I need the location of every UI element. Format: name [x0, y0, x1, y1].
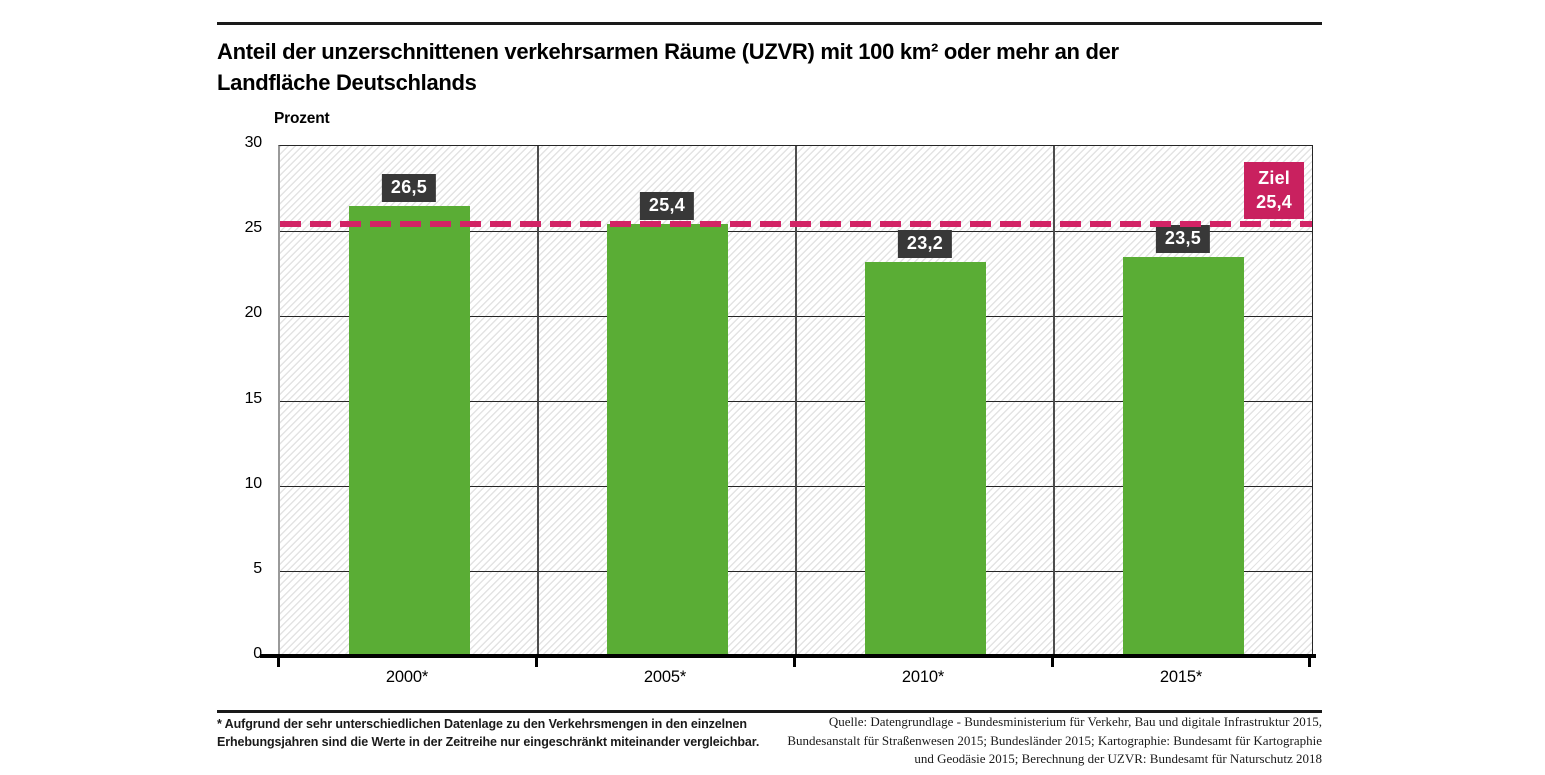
footnote-line-2: Erhebungsjahren sind die Werte in der Ze… [217, 735, 760, 749]
chart-title-line-1: Anteil der unzerschnittenen verkehrsarme… [217, 39, 1119, 64]
x-axis-line [260, 654, 1316, 658]
plot-area: Ziel 25,4 26,5 25,4 23,2 23,5 [278, 145, 1313, 657]
chart-title: Anteil der unzerschnittenen verkehrsarme… [217, 36, 1297, 98]
target-badge-value: 25,4 [1256, 192, 1292, 212]
x-axis-label: 2010* [901, 668, 945, 686]
bar-value-label: 23,5 [1155, 224, 1211, 253]
chart-title-line-2: Landfläche Deutschlands [217, 70, 477, 95]
bar-2005* [606, 224, 728, 657]
target-badge-label: Ziel [1258, 168, 1290, 188]
x-axis-label: 2005* [643, 668, 687, 686]
y-axis-tick-label: 15 [244, 389, 263, 407]
y-axis-tick-label: 5 [253, 559, 262, 577]
category-divider [1053, 146, 1055, 657]
x-axis-tick [793, 658, 796, 667]
x-axis-tick [1051, 658, 1054, 667]
bar-value-label: 23,2 [897, 229, 953, 258]
target-value-badge: Ziel 25,4 [1244, 162, 1304, 219]
x-axis-label: 2000* [385, 668, 429, 686]
y-axis-tick-label: 0 [253, 645, 262, 662]
bottom-divider-rule [217, 710, 1322, 713]
footnote-line-1: * Aufgrund der sehr unterschiedlichen Da… [217, 717, 747, 731]
footnote: * Aufgrund der sehr unterschiedlichen Da… [217, 715, 777, 751]
bar-value-label: 26,5 [381, 173, 437, 202]
source-line-2: Bundesanstalt für Straßenwesen 2015; Bun… [787, 732, 1322, 748]
x-axis-tick [1308, 658, 1311, 667]
category-divider [537, 146, 539, 657]
x-axis-tick [277, 658, 280, 667]
y-axis-tick-label: 25 [244, 219, 263, 237]
x-axis-label: 2015* [1159, 668, 1203, 686]
bar-2010* [864, 261, 986, 657]
source-line-3: und Geodäsie 2015; Berechnung der UZVR: … [914, 751, 1322, 766]
top-divider-rule [217, 22, 1322, 25]
source-line-1: Quelle: Datengrundlage - Bundesministeri… [828, 714, 1322, 729]
y-axis-tick-label: 30 [244, 134, 263, 151]
source-attribution: Quelle: Datengrundlage - Bundesministeri… [702, 713, 1322, 769]
target-dashed-line [280, 221, 1312, 228]
y-axis-tick-label: 20 [244, 304, 263, 322]
x-axis-tick [535, 658, 538, 667]
y-axis-unit-label: Prozent [274, 110, 330, 127]
bar-2000* [348, 205, 470, 657]
y-axis-tick-label: 10 [244, 474, 263, 492]
bar-2015* [1122, 256, 1244, 657]
category-divider [795, 146, 797, 657]
bar-value-label: 25,4 [639, 192, 695, 221]
